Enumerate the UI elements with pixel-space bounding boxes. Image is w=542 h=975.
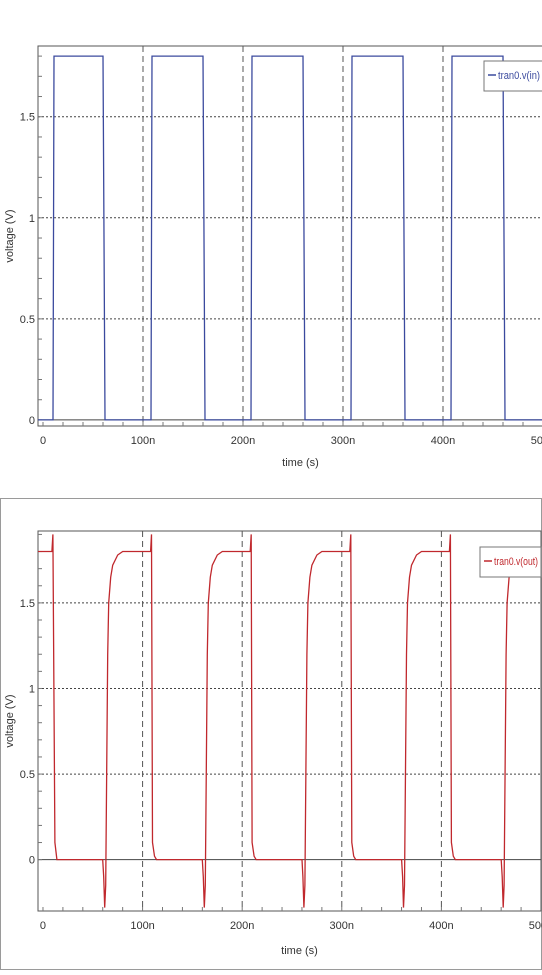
x-tick-label: 400n — [429, 920, 453, 932]
chart-bottom: 0 0.5 1 1.5 0 100n 200n 300n 400n 500n time (s) vol… — [4, 530, 542, 957]
x-tick-label: 400n — [431, 435, 455, 447]
series-line — [38, 55, 542, 421]
x-tick-label: 500n — [529, 920, 542, 932]
y-tick-label: 0 — [29, 855, 35, 867]
chart-panel-top: 0 0.5 1 1.5 0 100n 200n 300n 400n 500n time (s) vol… — [0, 0, 542, 480]
x-tick-label: 500n — [531, 435, 542, 447]
y-tick-label: 1 — [29, 213, 35, 225]
legend-label: tran0.v(in) — [498, 70, 540, 82]
y-tick-label: 0.5 — [20, 769, 35, 781]
x-tick-label: 200n — [230, 920, 254, 932]
chart-top: 0 0.5 1 1.5 0 100n 200n 300n 400n 500n time (s) vol… — [4, 45, 542, 469]
y-tick-label: 1.5 — [20, 598, 35, 610]
x-tick-label: 100n — [130, 920, 154, 932]
y-tick-label: 0.5 — [20, 314, 35, 326]
legend-box — [479, 546, 542, 578]
x-tick-label: 300n — [331, 435, 355, 447]
plot-area — [37, 530, 542, 912]
x-tick-label: 300n — [330, 920, 354, 932]
legend-label: tran0.v(out) — [494, 556, 538, 568]
x-axis-label: time (s) — [282, 457, 319, 469]
x-tick-label: 0 — [40, 920, 46, 932]
x-tick-label: 200n — [231, 435, 255, 447]
x-tick-label: 0 — [40, 435, 46, 447]
plot-area — [37, 45, 542, 427]
y-tick-label: 0 — [29, 415, 35, 427]
series-line — [38, 534, 512, 908]
y-axis-label: voltage (V) — [4, 209, 16, 262]
y-axis-label: voltage (V) — [4, 694, 16, 747]
legend-box — [483, 60, 542, 92]
chart-panel-bottom: 0 0.5 1 1.5 0 100n 200n 300n 400n 500n time (s) vol… — [0, 498, 542, 970]
y-tick-label: 1 — [29, 683, 35, 695]
x-axis-label: time (s) — [281, 945, 318, 957]
x-tick-label: 100n — [131, 435, 155, 447]
y-tick-label: 1.5 — [20, 112, 35, 124]
